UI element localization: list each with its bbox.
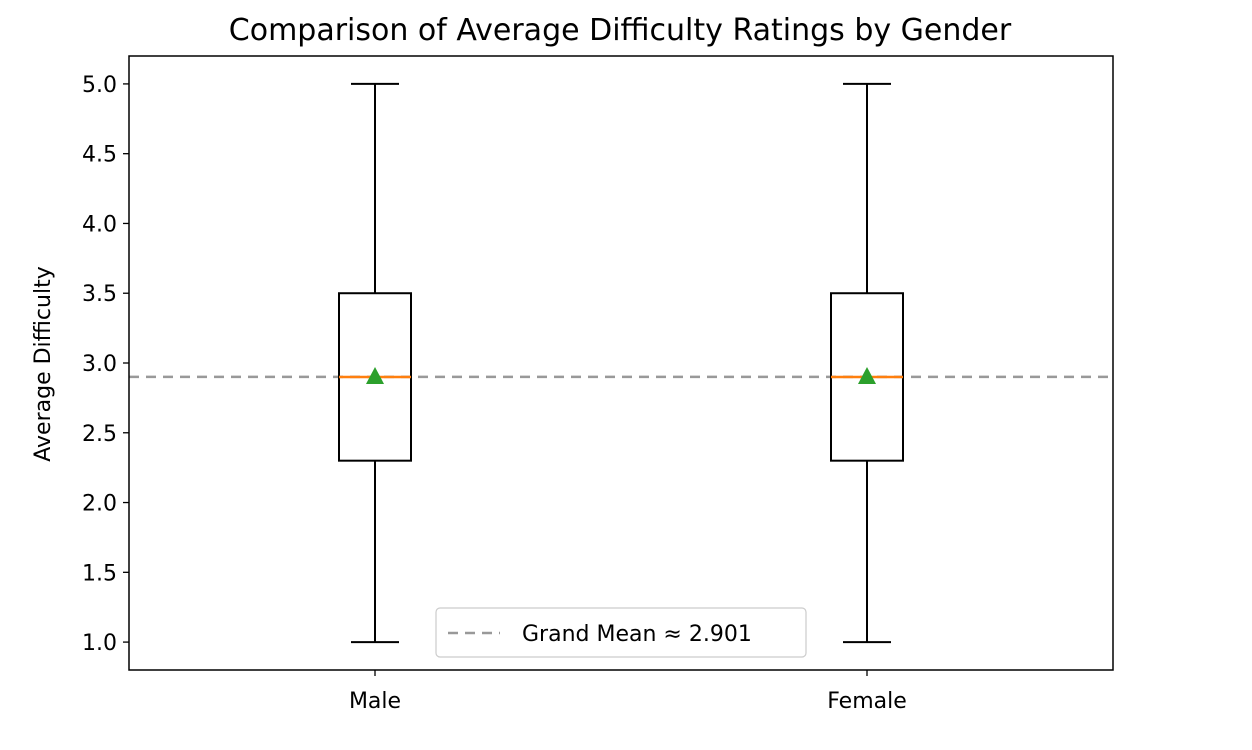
x-tick-label: Male [349,689,401,714]
y-tick-label: 2.0 [82,492,117,517]
x-tick-label: Female [827,689,907,714]
y-tick-label: 3.5 [82,282,117,307]
y-tick-label: 5.0 [82,73,117,98]
chart-title: Comparison of Average Difficulty Ratings… [229,13,1012,48]
plot-frame [128,55,1114,671]
plot-area: 1.0 1.5 2.0 2.5 3.0 3.5 4.0 4.5 5.0 Male Female [82,73,1113,714]
y-axis-label: Average Difficulty [31,266,56,461]
y-tick-label: 4.5 [82,143,117,168]
legend-box [435,607,807,658]
legend-label: Grand Mean ≈ 2.901 [522,622,752,647]
y-tick-label: 2.5 [82,422,117,447]
mean-marker [858,366,876,384]
legend: Grand Mean ≈ 2.901 [435,607,807,658]
y-tick-label: 3.0 [82,352,117,377]
mean-marker [366,366,384,384]
y-tick-label: 1.0 [82,631,117,656]
y-tick-label: 4.0 [82,212,117,237]
y-tick-label: 1.5 [82,561,117,586]
